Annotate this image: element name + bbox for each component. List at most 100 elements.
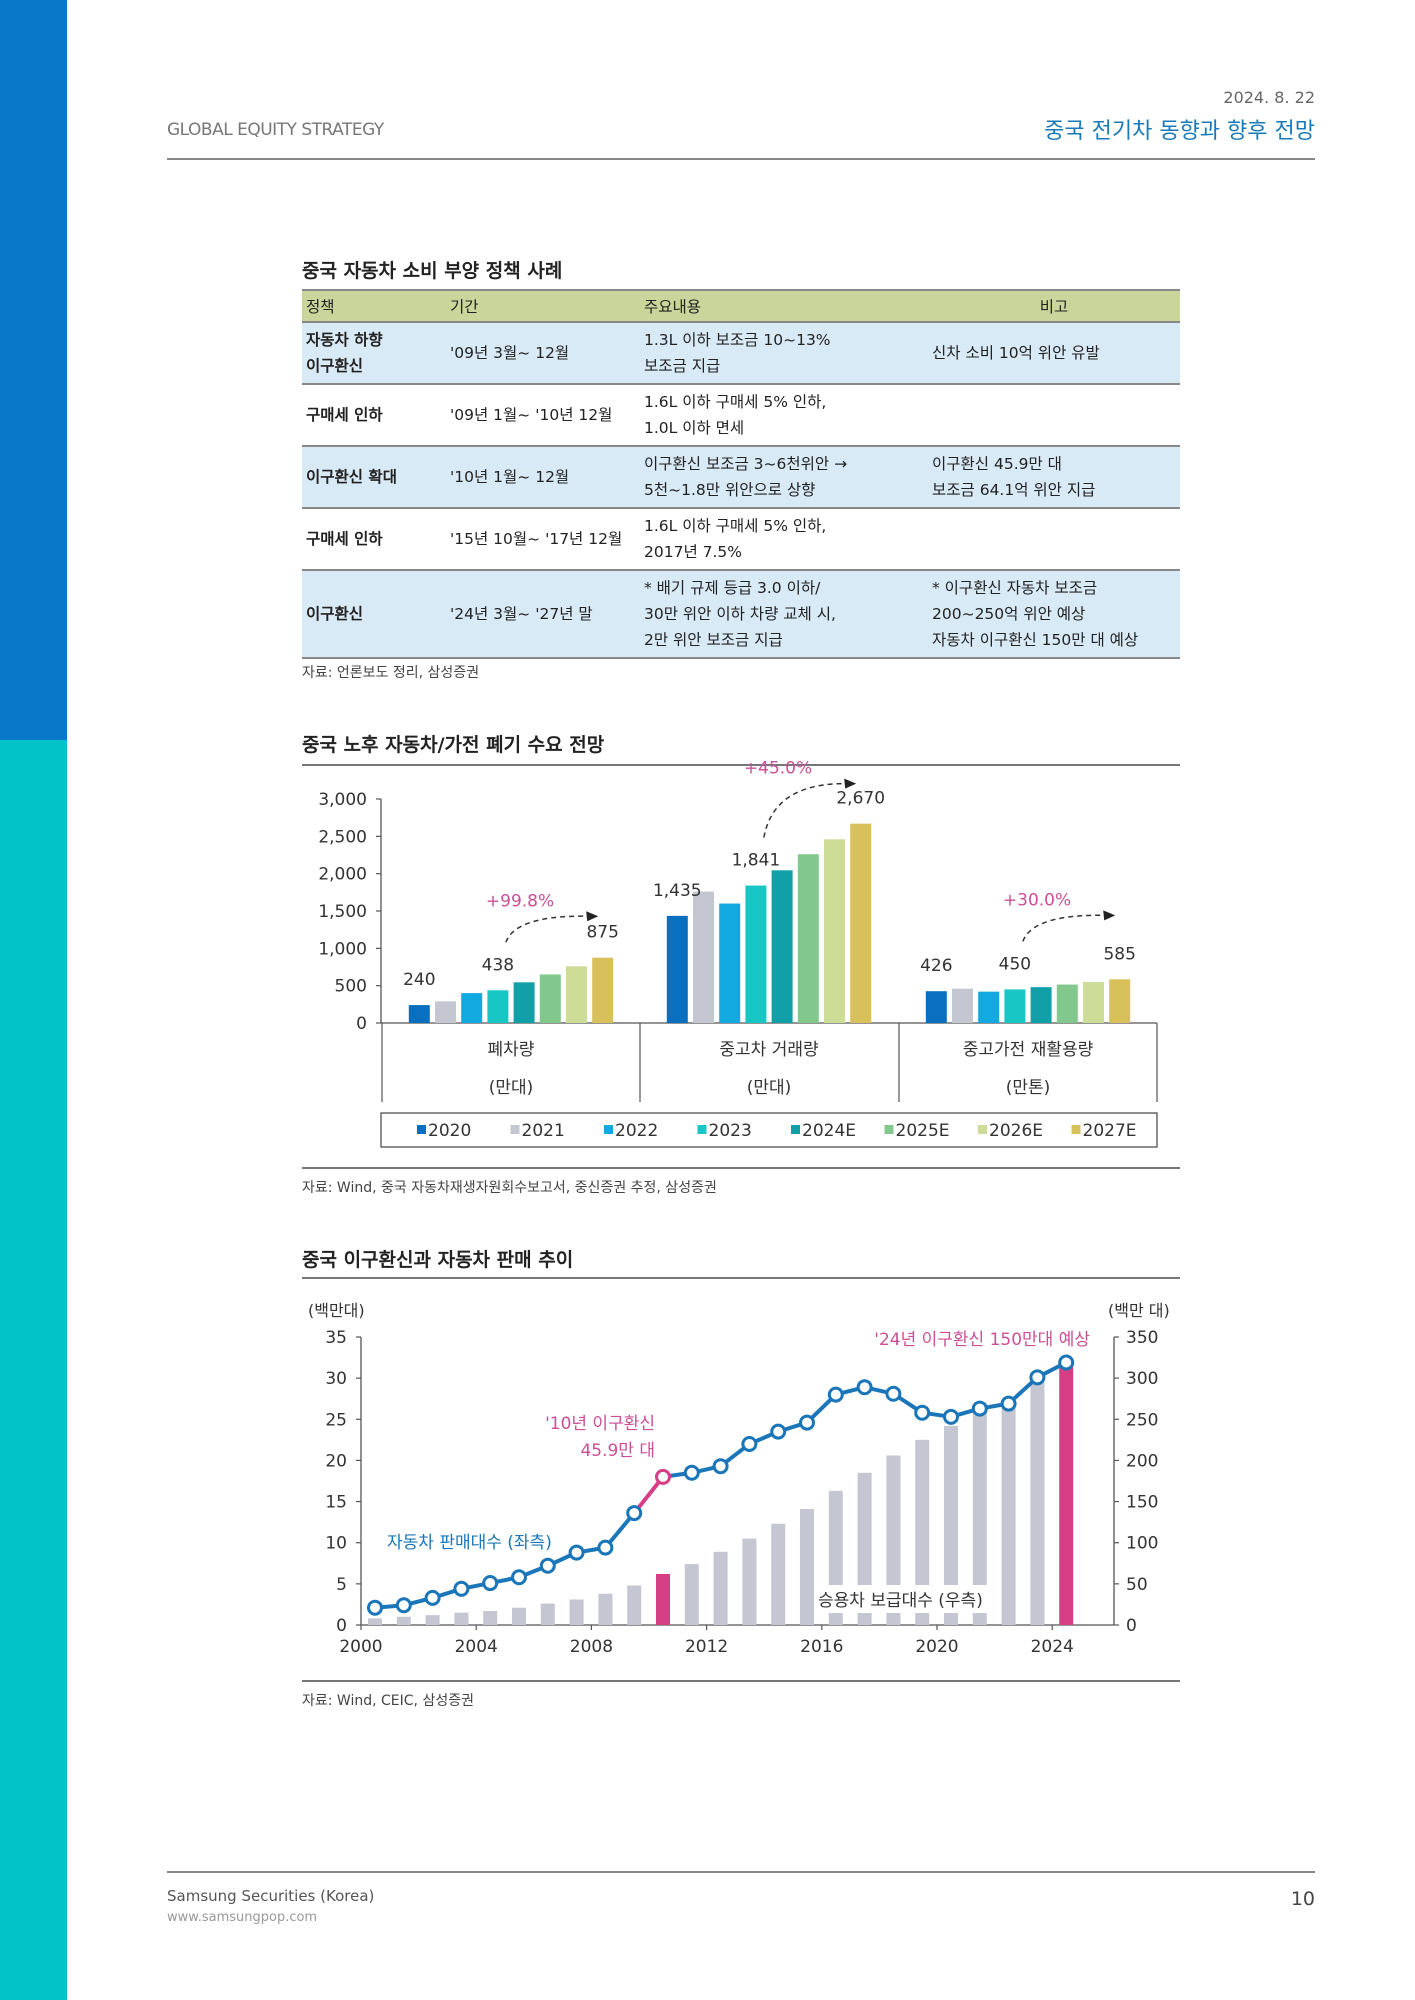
stock-bar-2024 bbox=[1059, 1365, 1074, 1625]
legend-swatch-2020 bbox=[417, 1125, 426, 1134]
legend-label: 2022 bbox=[615, 1121, 658, 1141]
sales-point-2008 bbox=[597, 1539, 614, 1556]
sales-point-2011 bbox=[683, 1464, 700, 1481]
sales-point-2009 bbox=[626, 1505, 643, 1522]
stock-bar-2011 bbox=[684, 1564, 699, 1625]
bar-2022-2 bbox=[978, 991, 1000, 1023]
policy-table-row: 자동차 하향 이구환신 '09년 3월~ 12월 1.3L 이하 보조금 10~13… bbox=[302, 322, 1180, 385]
policy-table-row: 이구환신 확대 '10년 1월~ 12월 이구환신 보조금 3~6천위안 → 5천~… bbox=[302, 446, 1180, 509]
legend-box bbox=[380, 1112, 1158, 1148]
bar-2027E-1 bbox=[850, 823, 872, 1023]
footer-url[interactable]: www.samsungpop.com bbox=[167, 1910, 318, 1925]
sales-point-2001 bbox=[395, 1597, 412, 1614]
sidebar-accent-bottom bbox=[0, 740, 67, 2000]
period-cell: '09년 1월~ '10년 12월 bbox=[446, 384, 640, 447]
legend-label: 2027E bbox=[1083, 1121, 1137, 1141]
bar-chart-title-rule bbox=[302, 764, 1180, 766]
header-divider bbox=[167, 158, 1315, 160]
policy-table-row: 구매세 인하 '15년 10월~ '17년 12월 1.6L 이하 구매세 5% 인… bbox=[302, 508, 1180, 571]
sales-point-2016 bbox=[827, 1386, 844, 1403]
stock-bar-2007 bbox=[569, 1599, 584, 1625]
y-tick-label: 2,000 bbox=[318, 865, 367, 885]
sales-point-2023 bbox=[1029, 1369, 1046, 1386]
sales-point-2004 bbox=[482, 1575, 499, 1592]
stock-bar-2023 bbox=[1030, 1382, 1045, 1625]
growth-annotation: +45.0% bbox=[744, 759, 812, 779]
stock-bar-2021 bbox=[972, 1409, 987, 1625]
bar-2022-0 bbox=[461, 993, 483, 1023]
bar-series-label-bg bbox=[815, 1585, 1000, 1613]
legend-swatch-2026E bbox=[978, 1125, 987, 1134]
category-unit-label: (만대) bbox=[747, 1078, 792, 1098]
stock-bar-2012 bbox=[713, 1551, 728, 1625]
sales-point-2017 bbox=[856, 1379, 873, 1396]
bar-2025E-2 bbox=[1056, 984, 1078, 1023]
col-header-policy: 정책 bbox=[302, 289, 446, 323]
legend-swatch-2025E bbox=[884, 1125, 894, 1134]
left-y-tick-label: 35 bbox=[325, 1328, 347, 1348]
line-chart-title: 중국 이구환신과 자동차 판매 추이 bbox=[302, 1249, 574, 1271]
line-chart-bottom-rule bbox=[302, 1680, 1180, 1682]
right-y-tick-label: 150 bbox=[1126, 1493, 1158, 1513]
period-cell: '10년 1월~ 12월 bbox=[446, 446, 640, 509]
stock-bar-2008 bbox=[598, 1593, 613, 1625]
col-header-content: 주요내용 bbox=[640, 289, 928, 323]
legend-swatch-2022 bbox=[604, 1125, 613, 1134]
legend-label: 2021 bbox=[522, 1121, 565, 1141]
y-tick-label: 0 bbox=[356, 1014, 367, 1034]
policy-cell: 구매세 인하 bbox=[302, 508, 446, 571]
note-cell bbox=[928, 384, 1180, 447]
policy-cell: 자동차 하향 이구환신 bbox=[302, 322, 446, 385]
report-series-name: GLOBAL EQUITY STRATEGY bbox=[167, 120, 384, 140]
policy-cell: 이구환신 bbox=[302, 570, 446, 659]
stock-bar-2004 bbox=[483, 1611, 498, 1625]
right-y-tick-label: 100 bbox=[1126, 1534, 1158, 1554]
growth-annotation: +99.8% bbox=[486, 891, 554, 911]
policy-table-header: 정책 기간 주요내용 비고 bbox=[302, 289, 1180, 323]
page-number: 10 bbox=[1290, 1888, 1315, 1910]
legend-label: 2023 bbox=[709, 1121, 752, 1141]
left-y-tick-label: 25 bbox=[325, 1410, 347, 1430]
stock-bar-2015 bbox=[800, 1508, 814, 1625]
sales-point-2018 bbox=[885, 1385, 902, 1402]
sales-point-2015 bbox=[799, 1414, 815, 1431]
left-y-tick-label: 20 bbox=[325, 1451, 347, 1471]
left-y-tick-label: 0 bbox=[336, 1616, 347, 1636]
report-date: 2024. 8. 22 bbox=[1223, 88, 1315, 107]
right-axis-unit: (백만 대) bbox=[1108, 1301, 1170, 1320]
category-label: 중고가전 재활용량 bbox=[963, 1040, 1094, 1060]
legend-label: 2024E bbox=[802, 1121, 856, 1141]
right-y-tick-label: 200 bbox=[1126, 1451, 1158, 1471]
stock-bar-2018 bbox=[886, 1455, 901, 1625]
bar-2026E-0 bbox=[566, 966, 587, 1023]
right-y-tick-label: 0 bbox=[1126, 1616, 1137, 1636]
line-chart-source: 자료: Wind, CEIC, 삼성증권 bbox=[302, 1693, 474, 1709]
sidebar-accent-top bbox=[0, 0, 67, 740]
bar-2027E-0 bbox=[592, 957, 614, 1023]
sales-point-2021 bbox=[971, 1400, 988, 1417]
content-cell: 이구환신 보조금 3~6천위안 → 5천~1.8만 위안으로 상향 bbox=[640, 446, 928, 509]
bar-2021-0 bbox=[435, 1001, 456, 1023]
policy-cell: 구매세 인하 bbox=[302, 384, 446, 447]
sales-point-2007 bbox=[568, 1544, 585, 1561]
category-unit-label: (만톤) bbox=[1006, 1078, 1051, 1098]
report-title: 중국 전기차 동향과 향후 전망 bbox=[1044, 119, 1315, 144]
sales-point-2003 bbox=[453, 1580, 470, 1597]
stock-bar-2003 bbox=[454, 1612, 469, 1625]
bar-2020-1 bbox=[666, 915, 688, 1023]
bar-2020-2 bbox=[925, 991, 947, 1023]
col-header-note: 비고 bbox=[928, 289, 1180, 323]
bar-2023-2 bbox=[1004, 989, 1026, 1023]
bar-chart-bottom-rule bbox=[302, 1167, 1180, 1169]
legend-swatch-2021 bbox=[510, 1125, 520, 1134]
legend-label: 2025E bbox=[896, 1121, 950, 1141]
annotation-2010-line1: '10년 이구환신 bbox=[545, 1414, 655, 1434]
period-cell: '09년 3월~ 12월 bbox=[446, 322, 640, 385]
policy-table-row: 이구환신 '24년 3월~ '27년 말 * 배기 규제 등급 3.0 이하/ 30… bbox=[302, 570, 1180, 659]
x-tick-label: 2000 bbox=[339, 1637, 382, 1657]
data-label: 875 bbox=[586, 923, 618, 943]
policy-table-row: 구매세 인하 '09년 1월~ '10년 12월 1.6L 이하 구매세 5% 인하… bbox=[302, 384, 1180, 447]
sales-point-2022 bbox=[1000, 1395, 1017, 1412]
x-tick-label: 2008 bbox=[570, 1637, 613, 1657]
line-chart-title-rule bbox=[302, 1277, 1180, 1279]
